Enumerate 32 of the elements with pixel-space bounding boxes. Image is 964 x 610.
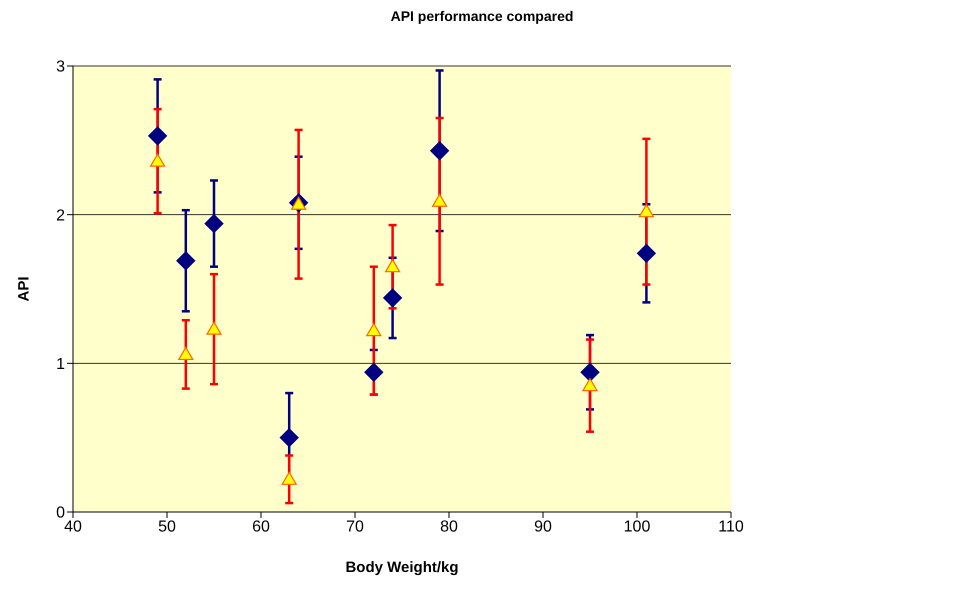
point bbox=[178, 346, 194, 360]
point bbox=[636, 244, 656, 263]
x-tick-label: 110 bbox=[718, 518, 744, 536]
x-tick-label: 40 bbox=[64, 518, 82, 536]
point bbox=[430, 141, 450, 160]
chart-title: API performance compared bbox=[390, 8, 574, 26]
point bbox=[366, 323, 382, 336]
x-axis-title: Body Weight/kg bbox=[345, 559, 459, 576]
y-axis-title: API bbox=[15, 276, 32, 302]
point bbox=[204, 214, 224, 234]
x-tick-label: 100 bbox=[624, 518, 650, 536]
point bbox=[432, 194, 448, 207]
y-tick-label: 2 bbox=[56, 207, 66, 224]
point bbox=[582, 378, 598, 392]
x-tick-label: 90 bbox=[534, 518, 552, 536]
x-tick-label: 60 bbox=[252, 518, 270, 536]
point bbox=[385, 259, 400, 272]
point bbox=[206, 322, 222, 335]
point bbox=[280, 428, 299, 448]
point bbox=[580, 362, 600, 382]
y-tick-label: 3 bbox=[56, 58, 66, 76]
y-tick-label: 0 bbox=[56, 504, 66, 522]
y-tick-label: 1 bbox=[56, 356, 66, 374]
point bbox=[364, 362, 384, 382]
point bbox=[282, 472, 297, 485]
point bbox=[176, 251, 196, 270]
point bbox=[150, 154, 166, 167]
x-tick-label: 50 bbox=[158, 518, 176, 536]
point bbox=[383, 288, 402, 308]
x-tick-label: 80 bbox=[440, 518, 458, 536]
x-tick-label: 70 bbox=[346, 518, 364, 536]
point bbox=[148, 126, 168, 146]
